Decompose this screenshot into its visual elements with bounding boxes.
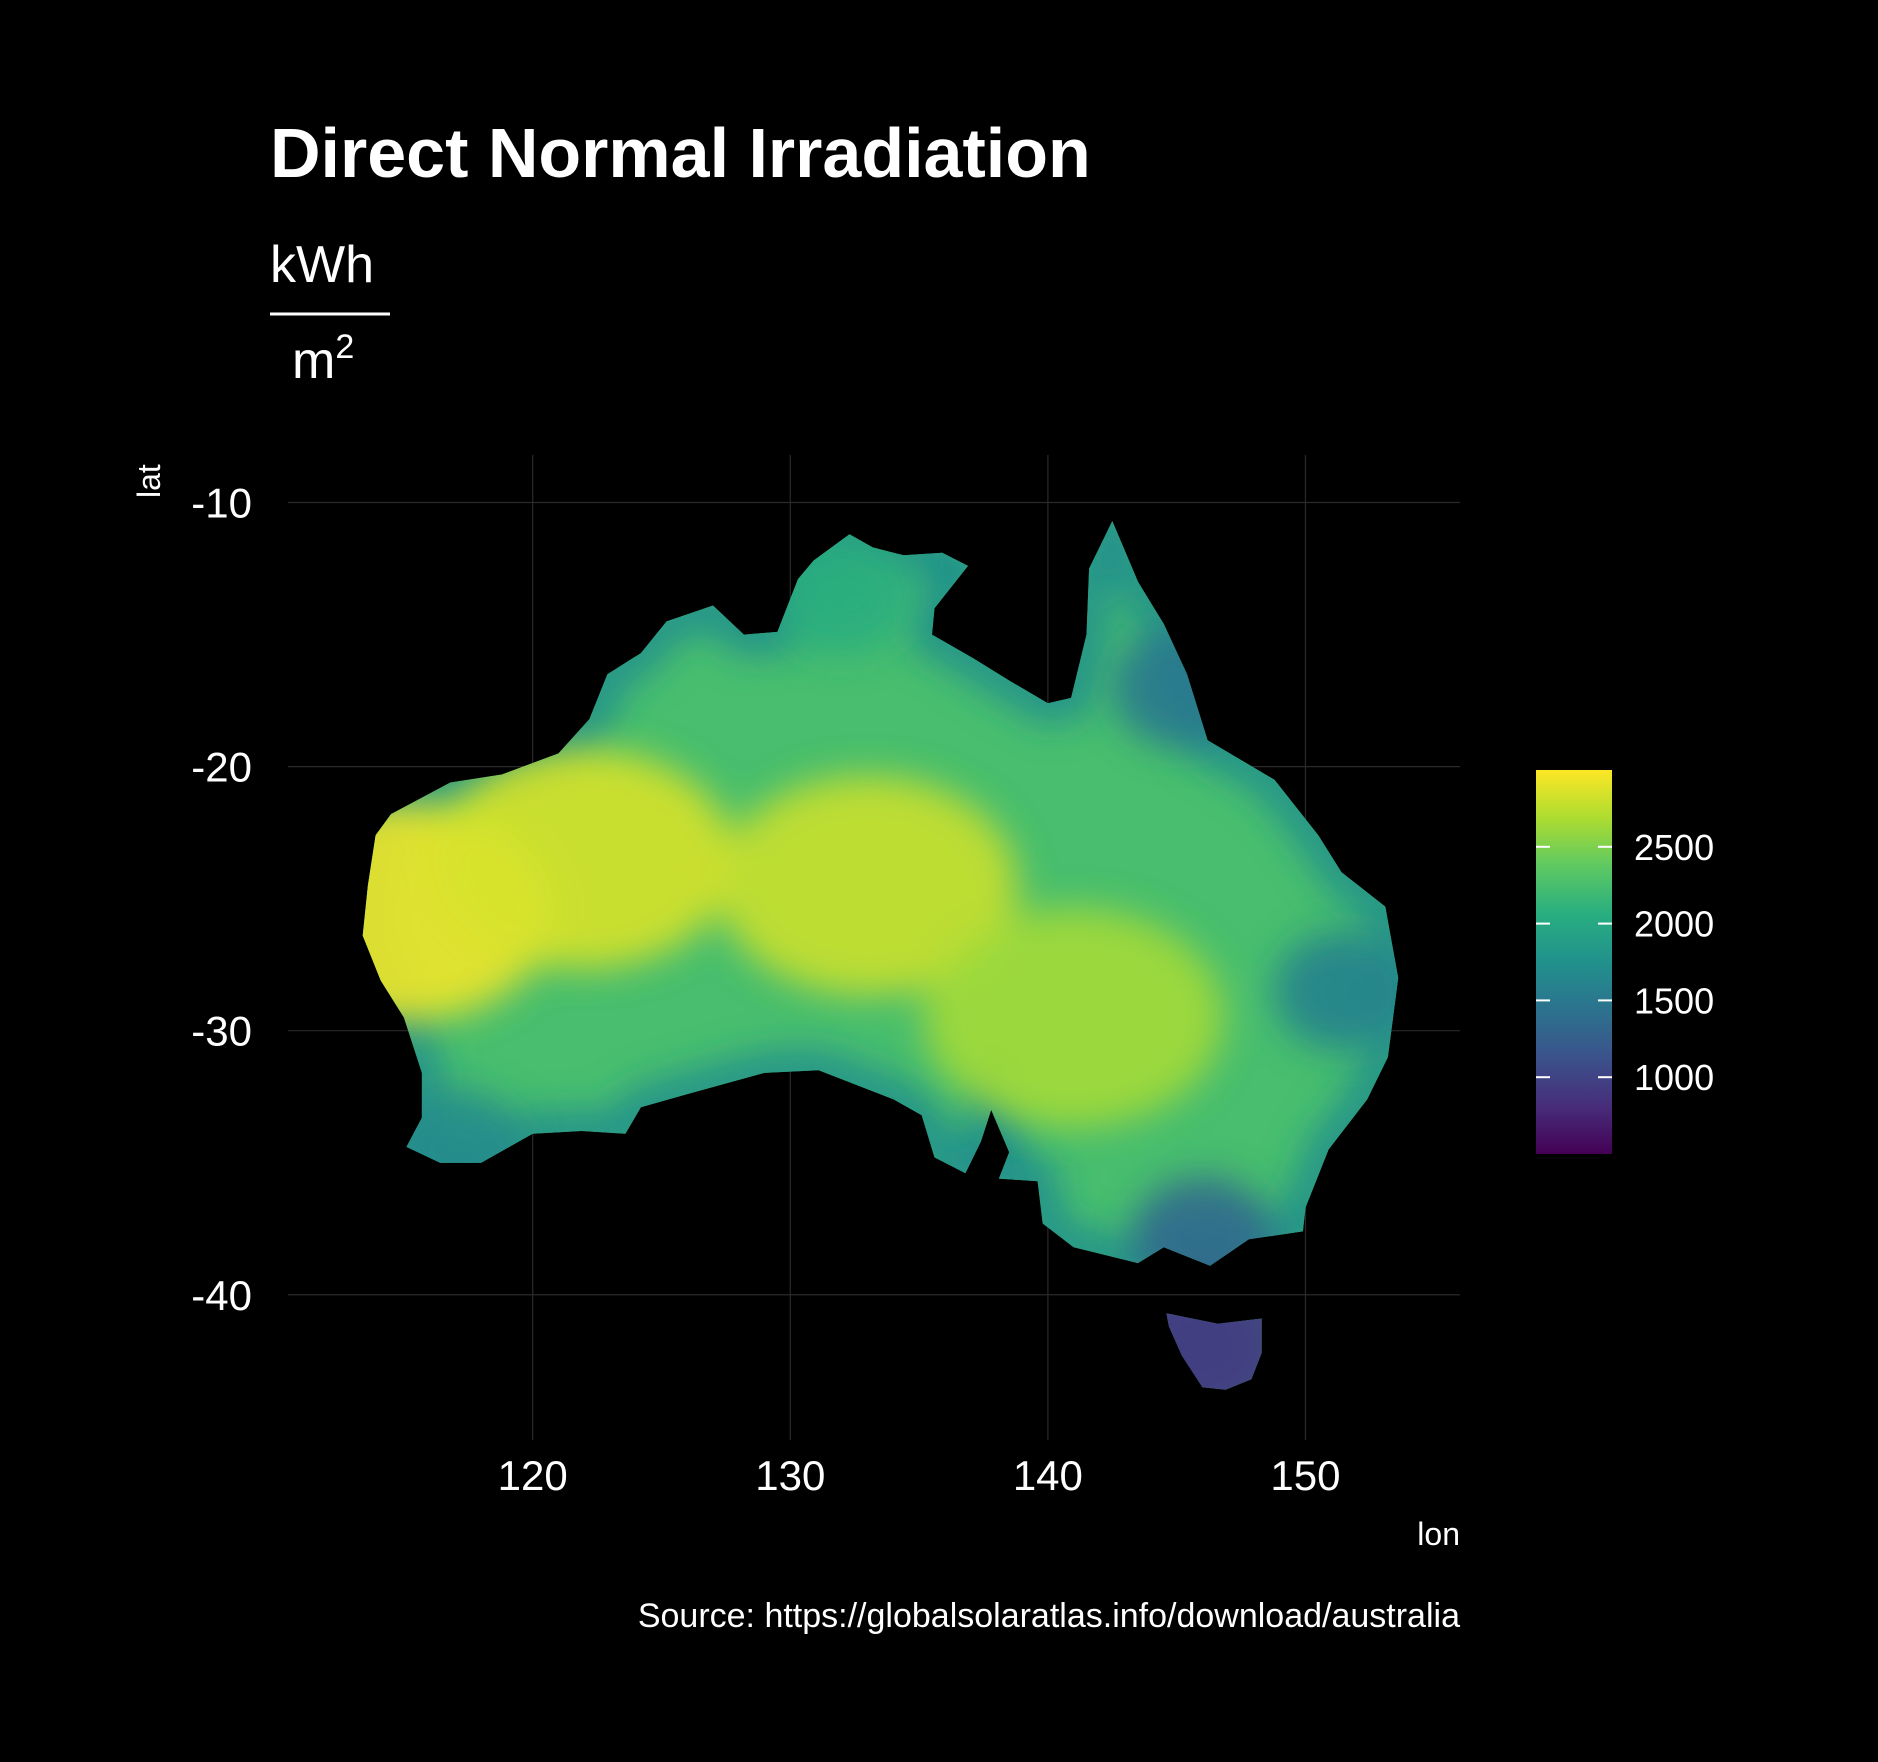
tasmania-shade bbox=[1166, 1313, 1262, 1390]
colorbar-tick-label: 1000 bbox=[1634, 1057, 1714, 1098]
x-axis-ticks: 120 130 140 150 bbox=[498, 1452, 1341, 1499]
y-axis-label: lat bbox=[131, 464, 167, 498]
x-tick-label: 140 bbox=[1013, 1452, 1083, 1499]
x-tick-label: 130 bbox=[755, 1452, 825, 1499]
y-tick-label: -10 bbox=[191, 480, 252, 527]
x-axis-label: lon bbox=[1417, 1516, 1460, 1552]
y-tick-label: -30 bbox=[191, 1008, 252, 1055]
colorbar-tick-label: 1500 bbox=[1634, 980, 1714, 1021]
irradiation-blob bbox=[434, 749, 735, 970]
irradiation-blob bbox=[1274, 931, 1399, 1052]
unit-denominator: m2 bbox=[292, 328, 354, 390]
map-title: Direct Normal Irradiation bbox=[270, 114, 1091, 192]
colorbar-ticks: 2500 2000 1500 1000 bbox=[1536, 827, 1714, 1098]
colorbar-tick-label: 2000 bbox=[1634, 904, 1714, 945]
irradiation-blob bbox=[923, 907, 1224, 1128]
x-tick-label: 120 bbox=[498, 1452, 568, 1499]
x-tick-label: 150 bbox=[1270, 1452, 1340, 1499]
unit-numerator: kWh bbox=[270, 236, 374, 294]
colorbar-tick-label: 2500 bbox=[1634, 827, 1714, 868]
y-tick-label: -20 bbox=[191, 744, 252, 791]
irradiation-blob bbox=[717, 775, 1018, 996]
source-caption: Source: https://globalsolaratlas.info/do… bbox=[638, 1597, 1460, 1635]
colorbar bbox=[1536, 770, 1612, 1154]
y-axis-ticks: -10 -20 -30 -40 bbox=[191, 480, 252, 1319]
y-tick-label: -40 bbox=[191, 1272, 252, 1319]
